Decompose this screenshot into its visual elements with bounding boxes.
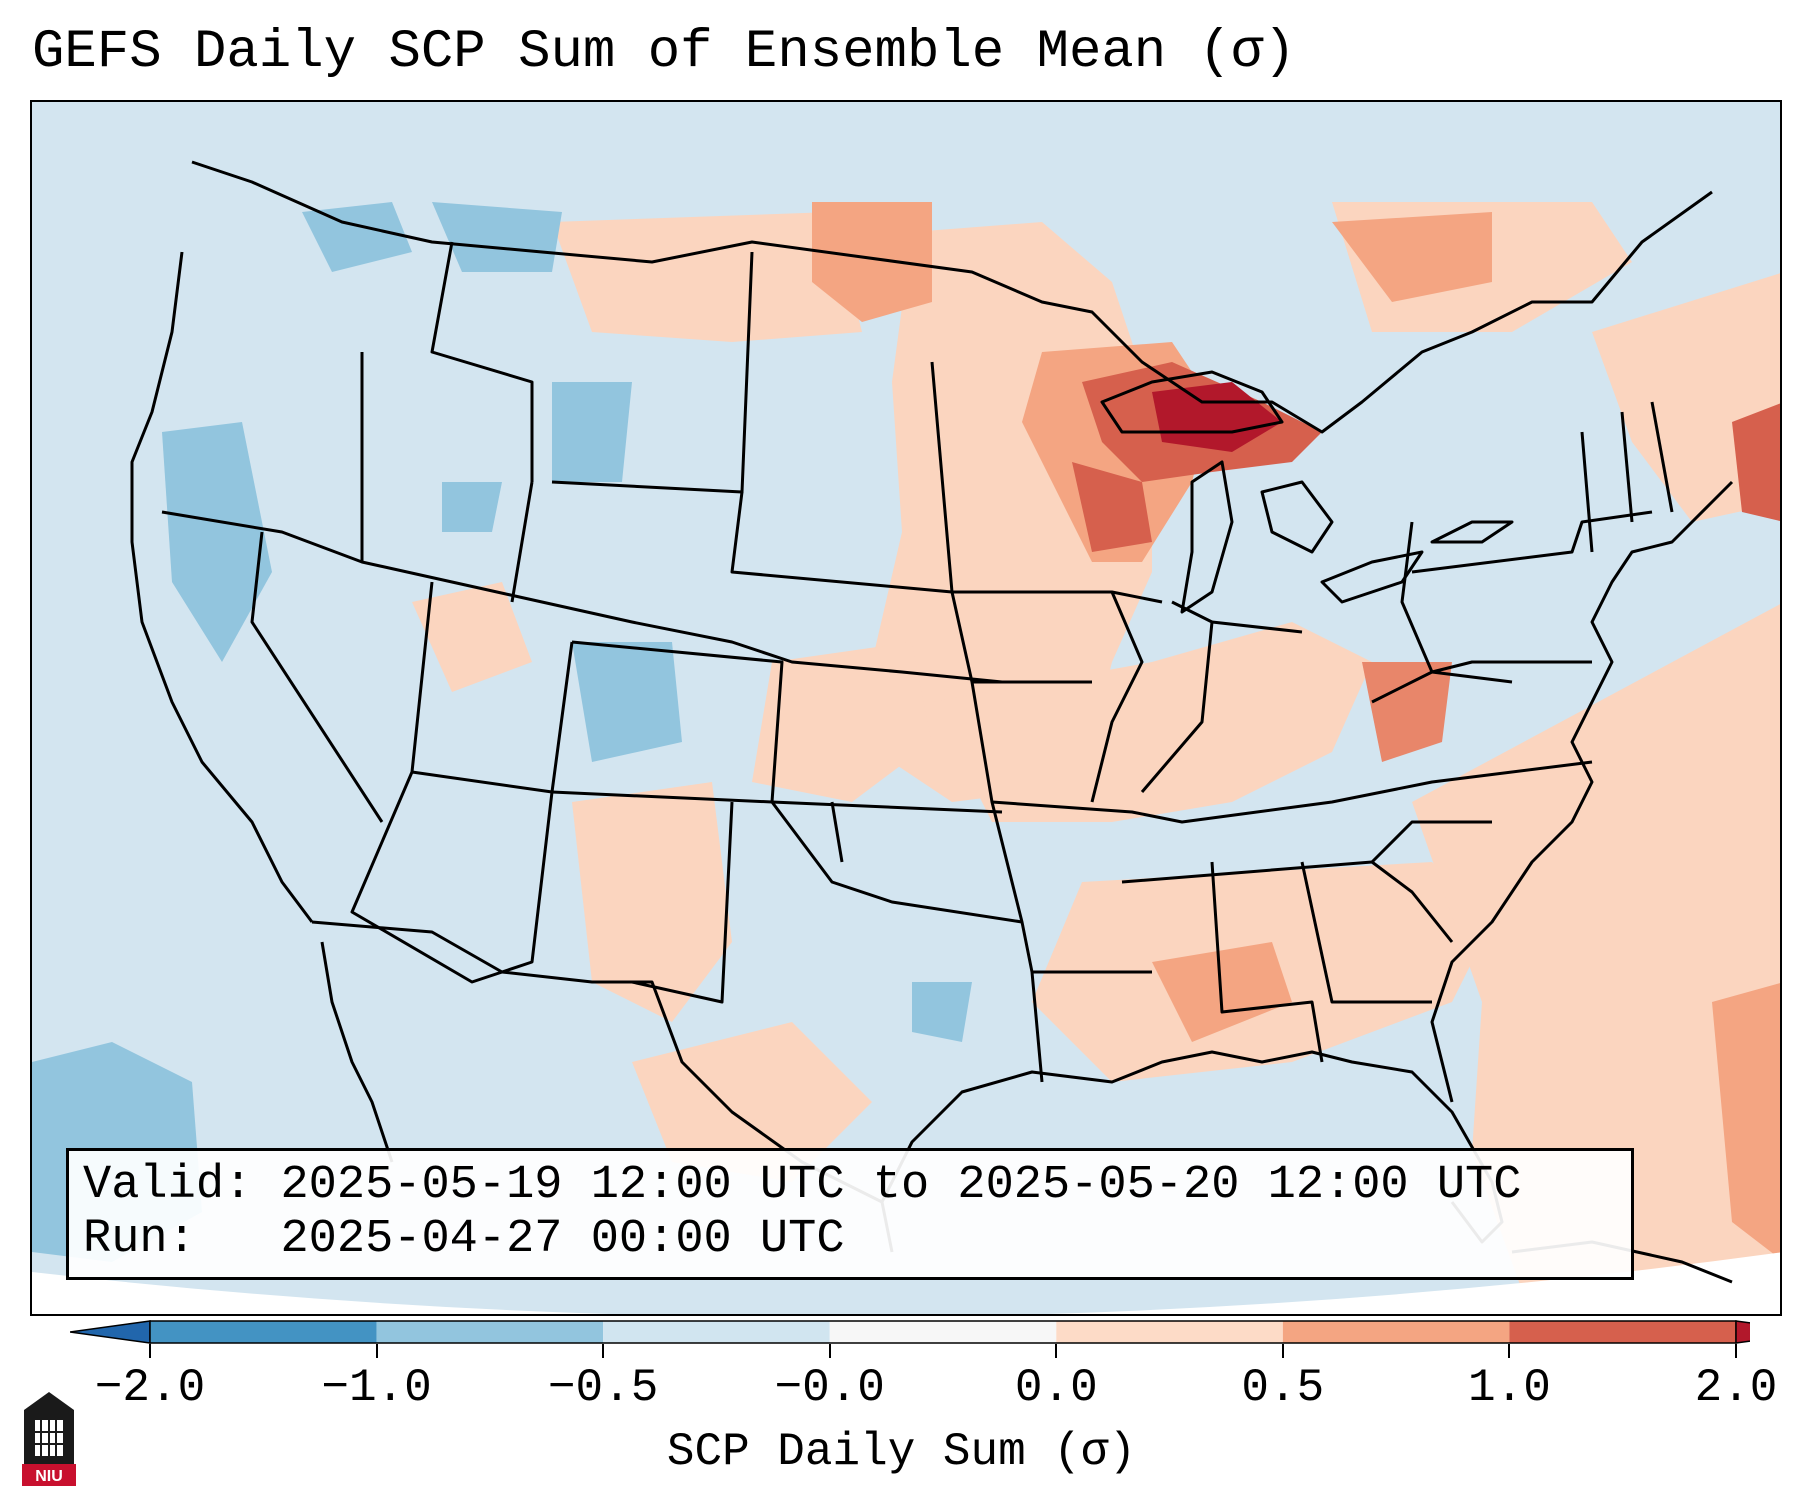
colorbar-tick-label: −2.0 bbox=[94, 1362, 206, 1414]
colorbar-tick-mark bbox=[1281, 1344, 1284, 1358]
colorbar-underflow bbox=[70, 1320, 151, 1344]
colorbar-tick-mark bbox=[375, 1344, 378, 1358]
colorbar-bin bbox=[603, 1321, 830, 1343]
valid-run-info-box: Valid: 2025-05-19 12:00 UTC to 2025-05-2… bbox=[66, 1148, 1634, 1280]
run-time: 2025-04-27 00:00 UTC bbox=[280, 1213, 845, 1266]
valid-time: 2025-05-19 12:00 UTC to 2025-05-20 12:00… bbox=[280, 1159, 1522, 1212]
colorbar-overflow bbox=[1735, 1320, 1750, 1344]
colorbar-label: SCP Daily Sum (σ) bbox=[666, 1426, 1137, 1478]
colorbar-tick-mark bbox=[1508, 1344, 1511, 1358]
colorbar-bin bbox=[829, 1321, 1057, 1343]
map-title: GEFS Daily SCP Sum of Ensemble Mean (σ) bbox=[32, 22, 1296, 83]
colorbar bbox=[70, 1320, 1750, 1344]
colorbar-tick-mark bbox=[1055, 1344, 1058, 1358]
valid-label: Valid: bbox=[83, 1159, 253, 1212]
run-label: Run: bbox=[83, 1213, 196, 1266]
colorbar-tick-mark bbox=[1735, 1344, 1737, 1358]
colorbar-tick-label: 1.0 bbox=[1468, 1362, 1551, 1414]
anomaly-field bbox=[32, 202, 1780, 1314]
colorbar-tick-label: 0.0 bbox=[1014, 1362, 1098, 1414]
colorbar-bin bbox=[1509, 1321, 1736, 1343]
projection-edge bbox=[32, 1252, 1780, 1314]
logo-text: NIU bbox=[35, 1468, 63, 1485]
colorbar-tick-label: −0.5 bbox=[547, 1362, 659, 1414]
colorbar-tick-mark bbox=[828, 1344, 831, 1358]
colorbar-tick-label: −1.0 bbox=[321, 1362, 432, 1414]
state-borders bbox=[130, 160, 1734, 1284]
colorbar-tick-label: 0.5 bbox=[1241, 1362, 1325, 1414]
colorbar-bin bbox=[376, 1321, 604, 1343]
colorbar-bin bbox=[1282, 1321, 1510, 1343]
colorbar-tick-mark bbox=[602, 1344, 605, 1358]
colorbar-bin bbox=[1056, 1321, 1283, 1343]
colorbar-tick-mark bbox=[149, 1344, 151, 1358]
map-panel bbox=[30, 100, 1782, 1316]
scp-map bbox=[32, 102, 1780, 1314]
colorbar-tick-label: −0.0 bbox=[774, 1362, 885, 1414]
colorbar-tick-label: 2.0 bbox=[1694, 1362, 1778, 1414]
colorbar-bins bbox=[149, 1320, 1737, 1344]
colorbar-bin bbox=[150, 1321, 377, 1343]
niu-logo: NIU bbox=[22, 1392, 76, 1486]
